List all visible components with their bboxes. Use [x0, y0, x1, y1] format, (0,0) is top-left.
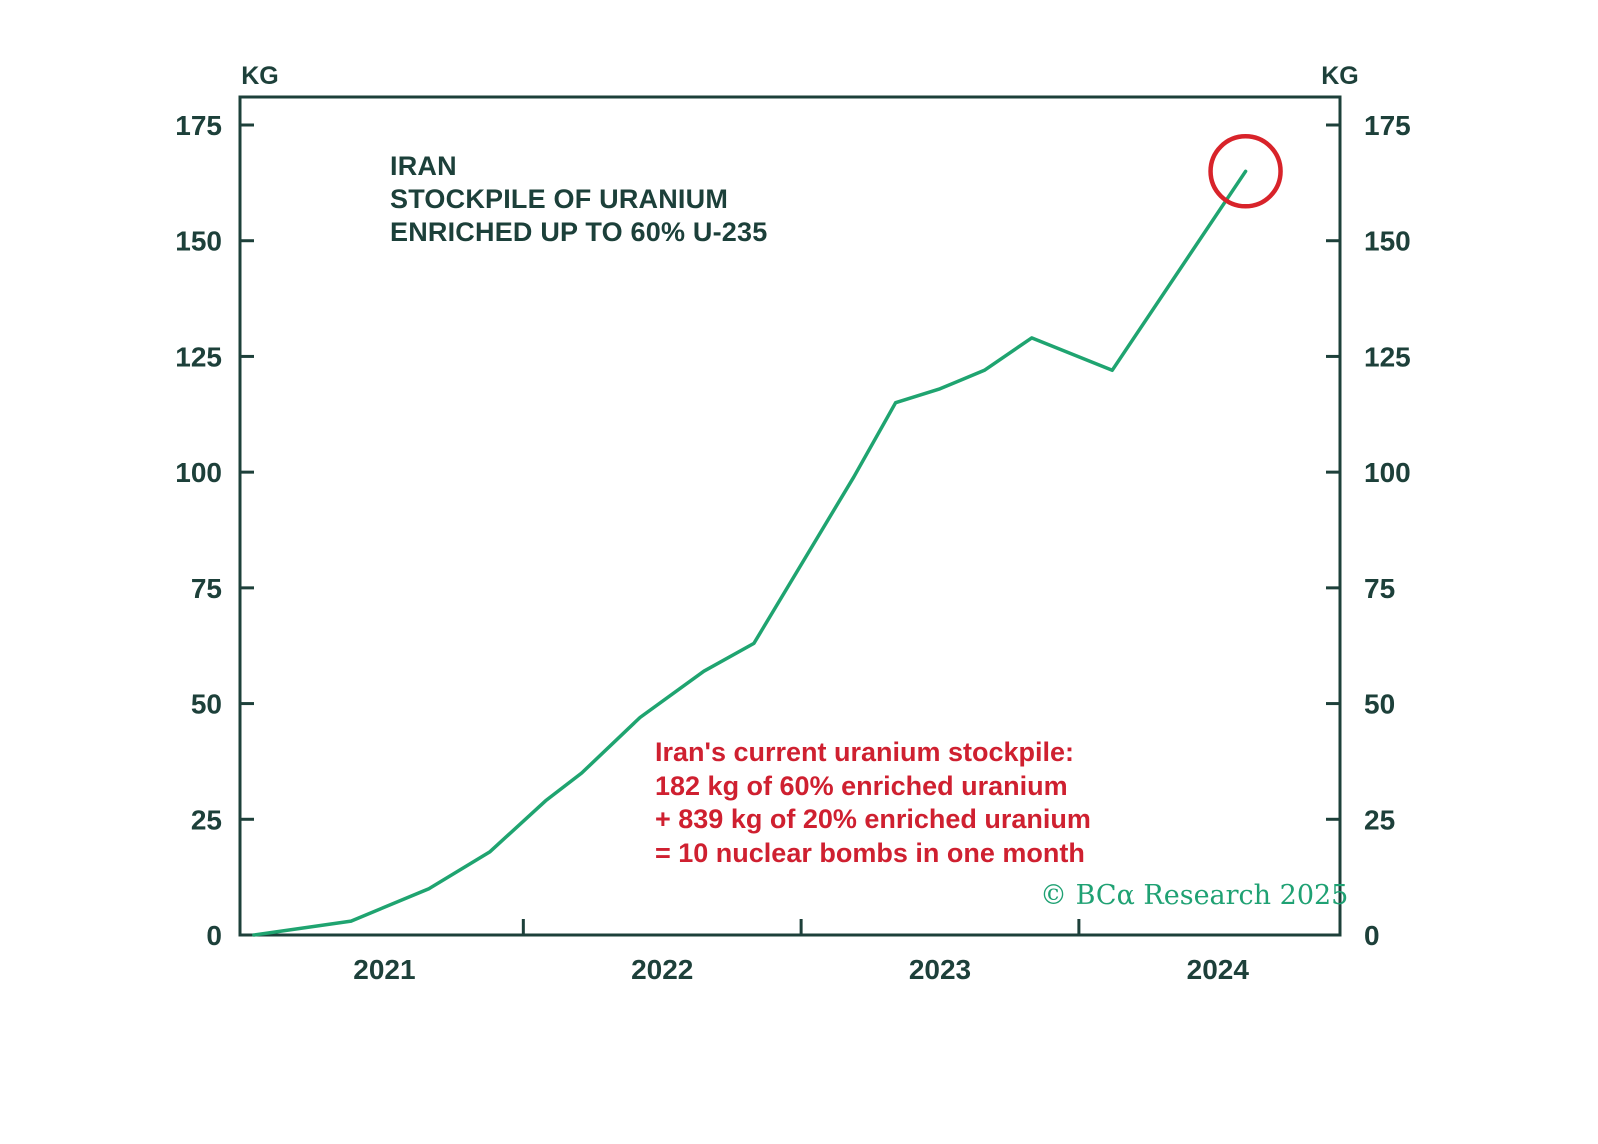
chart-title-line-1: IRAN — [390, 151, 457, 181]
plot-frame — [238, 95, 1342, 937]
stockpile-line — [252, 169, 1248, 937]
y-tick-label-right: 125 — [1364, 341, 1411, 372]
y-tick-label-left: 50 — [191, 689, 222, 720]
y-tick-label-left: 0 — [206, 920, 222, 951]
annotation-line-2: 182 kg of 60% enriched uranium — [655, 770, 1068, 801]
x-tick-label: 2024 — [1187, 954, 1250, 985]
annotation-line-3: + 839 kg of 20% enriched uranium — [655, 804, 1091, 834]
y-tick-label-right: 0 — [1364, 920, 1380, 951]
annotation-line-1: Iran's current uranium stockpile: — [655, 737, 1075, 767]
stockpile-annotation: Iran's current uranium stockpile: 182 kg… — [655, 736, 1091, 870]
chart-title-line-3: ENRICHED UP TO 60% U-235 — [390, 217, 768, 247]
y-tick-label-right: 25 — [1364, 804, 1395, 835]
highlight-circle — [1208, 134, 1283, 209]
y-tick-label-left: 25 — [191, 804, 222, 835]
y-tick-label-left: 150 — [175, 226, 222, 257]
y-tick-label-right: 150 — [1364, 226, 1411, 257]
y-tick-label-left: 175 — [175, 110, 222, 141]
y-tick-label-right: 100 — [1364, 457, 1411, 488]
chart-title-line-2: STOCKPILE OF URANIUM — [390, 184, 729, 214]
y-tick-label-left: 125 — [175, 341, 222, 372]
y-tick-label-right: 75 — [1364, 573, 1395, 604]
annotation-line-4: = 10 nuclear bombs in one month — [655, 837, 1085, 868]
y-tick-label-left: 75 — [191, 573, 222, 604]
x-tick-label: 2023 — [909, 954, 971, 985]
unit-label-left: KG — [241, 62, 279, 90]
y-tick-label-right: 50 — [1364, 689, 1395, 720]
y-tick-label-right: 175 — [1364, 110, 1411, 141]
copyright: © BCα Research 2025 — [1040, 880, 1349, 911]
y-tick-label-left: 100 — [175, 457, 222, 488]
x-tick-label: 2021 — [353, 954, 415, 985]
unit-label-right: KG — [1321, 62, 1359, 90]
chart-title: IRAN STOCKPILE OF URANIUM ENRICHED UP TO… — [390, 150, 767, 249]
x-tick-label: 2022 — [631, 954, 693, 985]
